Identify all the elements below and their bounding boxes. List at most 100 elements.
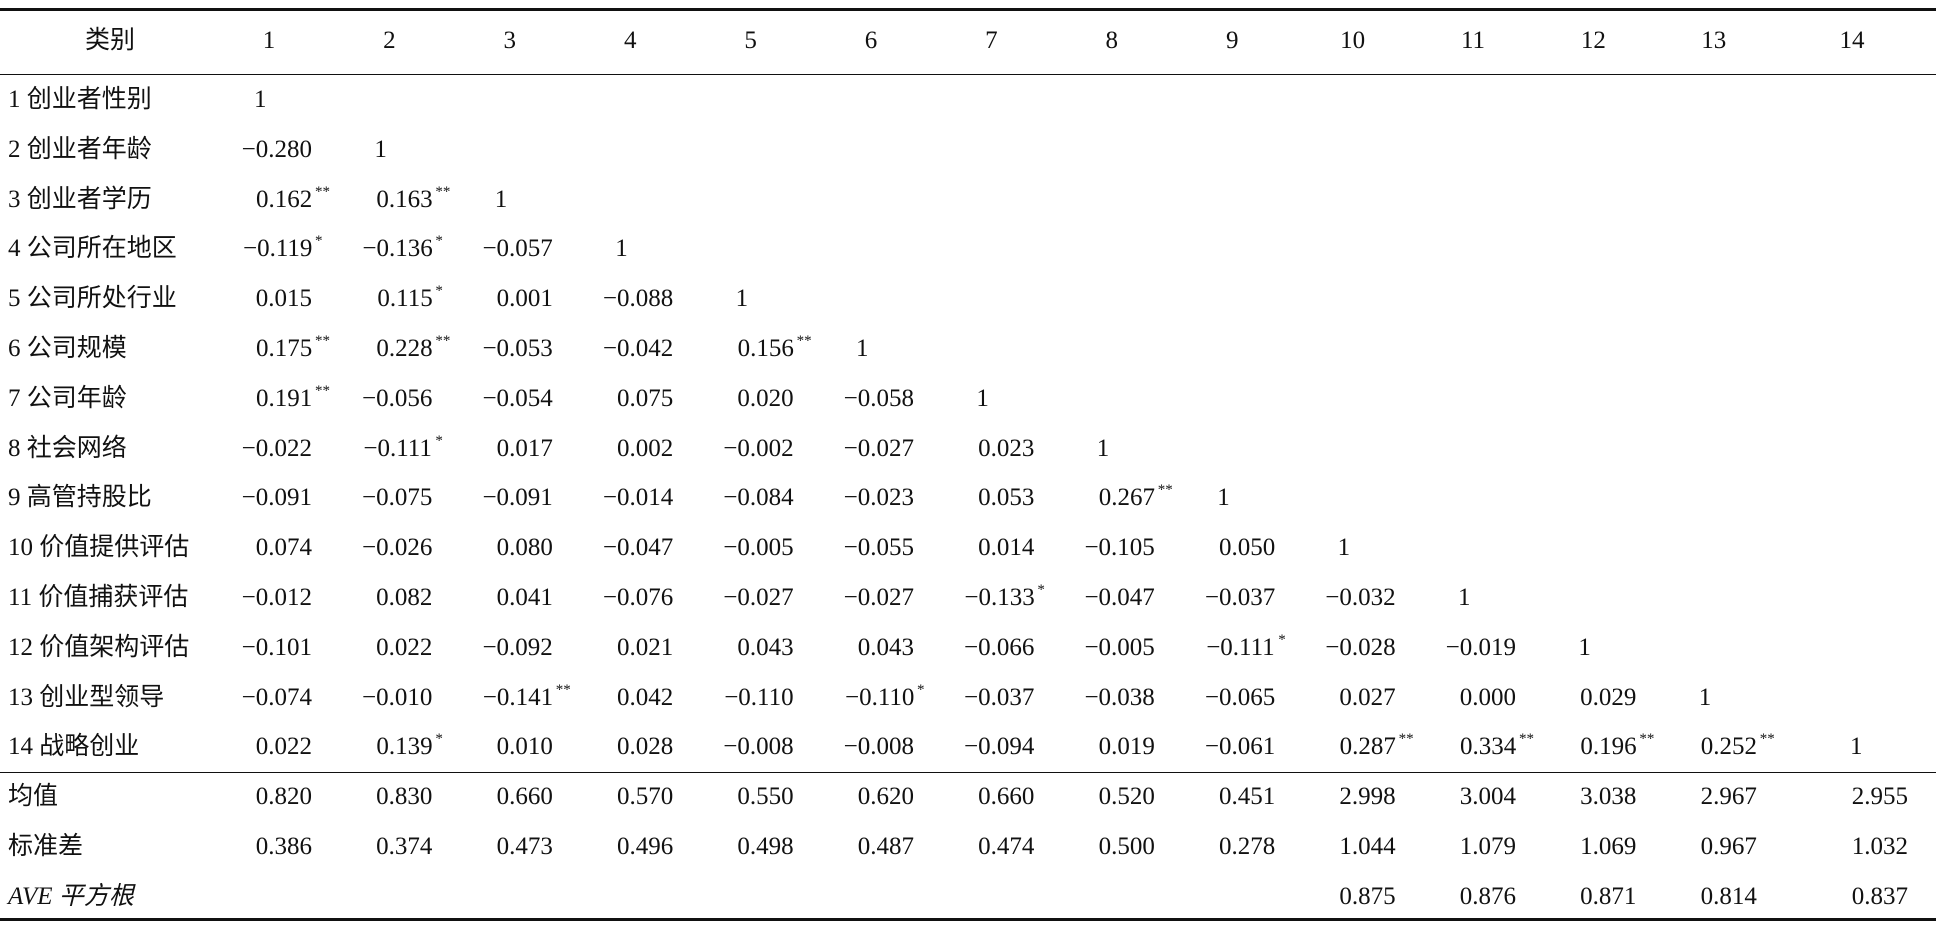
significance: ** [555, 681, 571, 698]
value-cell: 0.014 [978, 534, 1035, 562]
significance: ** [315, 183, 330, 200]
row-label: 均值 [8, 783, 59, 810]
value-cell: 0.075 [616, 384, 674, 412]
header-cell: 9 [1225, 27, 1239, 54]
value-cell: 2.967 [1700, 783, 1757, 810]
value-cell: 0.053 [978, 484, 1035, 512]
value-cell: 0.660 [496, 783, 553, 810]
diagonal-cell: 1 [735, 285, 749, 313]
value-cell: −0.119 * [243, 233, 323, 264]
value-cell: 1.069 [1580, 832, 1637, 860]
value-cell: −0.023 [843, 484, 914, 512]
value-cell: −0.056 [362, 384, 433, 412]
value-cell: 0.041 [496, 584, 553, 611]
header-cell: 14 [1839, 27, 1865, 54]
value-cell: 0.022 [376, 633, 433, 661]
diagonal-cell: 1 [1337, 534, 1351, 562]
value-cell: −0.012 [241, 584, 312, 611]
value-cell: −0.027 [723, 584, 794, 611]
significance: * [1278, 631, 1286, 648]
value-cell: −0.111 * [363, 433, 443, 464]
value-cell: −0.111 * [1206, 632, 1286, 663]
row-label: 9 高管持股比 [8, 484, 152, 512]
diagonal-cell: 1 [254, 86, 267, 113]
value-cell: 0.043 [857, 633, 914, 661]
significance: ** [435, 183, 451, 200]
header-cell: 7 [985, 27, 998, 54]
value-cell: −0.026 [362, 534, 433, 562]
value-cell: −0.280 [241, 135, 312, 163]
row-label: 10 价值提供评估 [8, 534, 190, 562]
header-cell: 5 [744, 27, 757, 54]
value-cell: 0.029 [1580, 683, 1637, 711]
value-cell: 0.028 [616, 733, 674, 761]
header-cell: 8 [1105, 27, 1119, 54]
significance: * [1037, 582, 1045, 598]
value-cell: −0.091 [482, 484, 553, 512]
header-cell: 12 [1580, 27, 1606, 54]
value-cell: 0.498 [737, 832, 794, 860]
row-label: 11 价值捕获评估 [8, 584, 189, 611]
header-cell: 类别 [84, 27, 136, 54]
value-cell: 3.004 [1459, 783, 1516, 810]
value-cell: −0.010 [362, 683, 433, 711]
value-cell: −0.136 * [362, 233, 443, 264]
value-cell: 0.814 [1700, 882, 1757, 910]
value-cell: 0.875 [1339, 882, 1396, 910]
value-cell: −0.110 [724, 683, 794, 711]
value-cell: −0.047 [1084, 584, 1155, 611]
value-cell: −0.105 [1084, 534, 1155, 562]
significance: ** [1639, 731, 1655, 748]
significance: ** [1759, 731, 1775, 748]
value-cell: 0.474 [978, 832, 1035, 860]
value-cell: 0.287 ** [1340, 731, 1414, 762]
value-cell: 0.487 [857, 832, 914, 860]
diagonal-cell: 1 [615, 235, 628, 263]
value-cell: 0.196 ** [1580, 731, 1654, 762]
significance: ** [1519, 731, 1534, 748]
value-cell: 0.550 [737, 783, 794, 810]
top-rule [0, 8, 1936, 11]
diagonal-cell: 1 [1698, 683, 1712, 711]
value-cell: 2.955 [1851, 783, 1908, 810]
header-cell: 3 [503, 27, 517, 54]
value-cell: 0.115 * [377, 283, 443, 314]
significance: * [435, 283, 443, 300]
value-cell: 0.496 [616, 832, 674, 860]
value-cell: 0.019 [1098, 733, 1155, 761]
significance: ** [315, 333, 330, 349]
significance: * [315, 233, 323, 250]
row-label: 12 价值架构评估 [8, 633, 190, 661]
bottom-rule [0, 918, 1936, 921]
diagonal-cell: 1 [1096, 434, 1110, 462]
value-cell: 0.191 ** [256, 383, 330, 414]
value-cell: −0.110 * [845, 682, 925, 713]
value-cell: −0.074 [241, 683, 312, 711]
significance: * [435, 731, 443, 748]
value-cell: 1.079 [1459, 832, 1516, 860]
value-cell: −0.076 [602, 584, 674, 611]
significance: ** [315, 382, 330, 399]
value-cell: 0.473 [496, 832, 553, 860]
value-cell: −0.061 [1204, 733, 1276, 761]
value-cell: 0.042 [616, 683, 674, 711]
row-label: 1 创业者性别 [8, 86, 152, 113]
value-cell: 0.002 [616, 434, 674, 462]
value-cell: −0.055 [843, 534, 914, 562]
value-cell: 0.660 [978, 783, 1035, 810]
value-cell: 0.017 [496, 434, 553, 462]
header-cell: 2 [383, 27, 396, 54]
value-cell: 0.015 [255, 285, 312, 313]
value-cell: −0.005 [723, 534, 794, 562]
significance: ** [1157, 482, 1173, 499]
diagonal-cell: 1 [976, 384, 989, 412]
value-cell: 0.451 [1218, 783, 1276, 810]
diagonal-cell: 1 [1217, 484, 1230, 512]
header-cell: 1 [262, 27, 276, 54]
significance: ** [796, 333, 812, 349]
value-cell: 0.278 [1218, 832, 1276, 860]
value-cell: −0.066 [964, 633, 1035, 661]
value-cell: 0.520 [1098, 783, 1155, 810]
value-cell: 0.023 [978, 434, 1035, 462]
diagonal-cell: 1 [1850, 733, 1863, 761]
